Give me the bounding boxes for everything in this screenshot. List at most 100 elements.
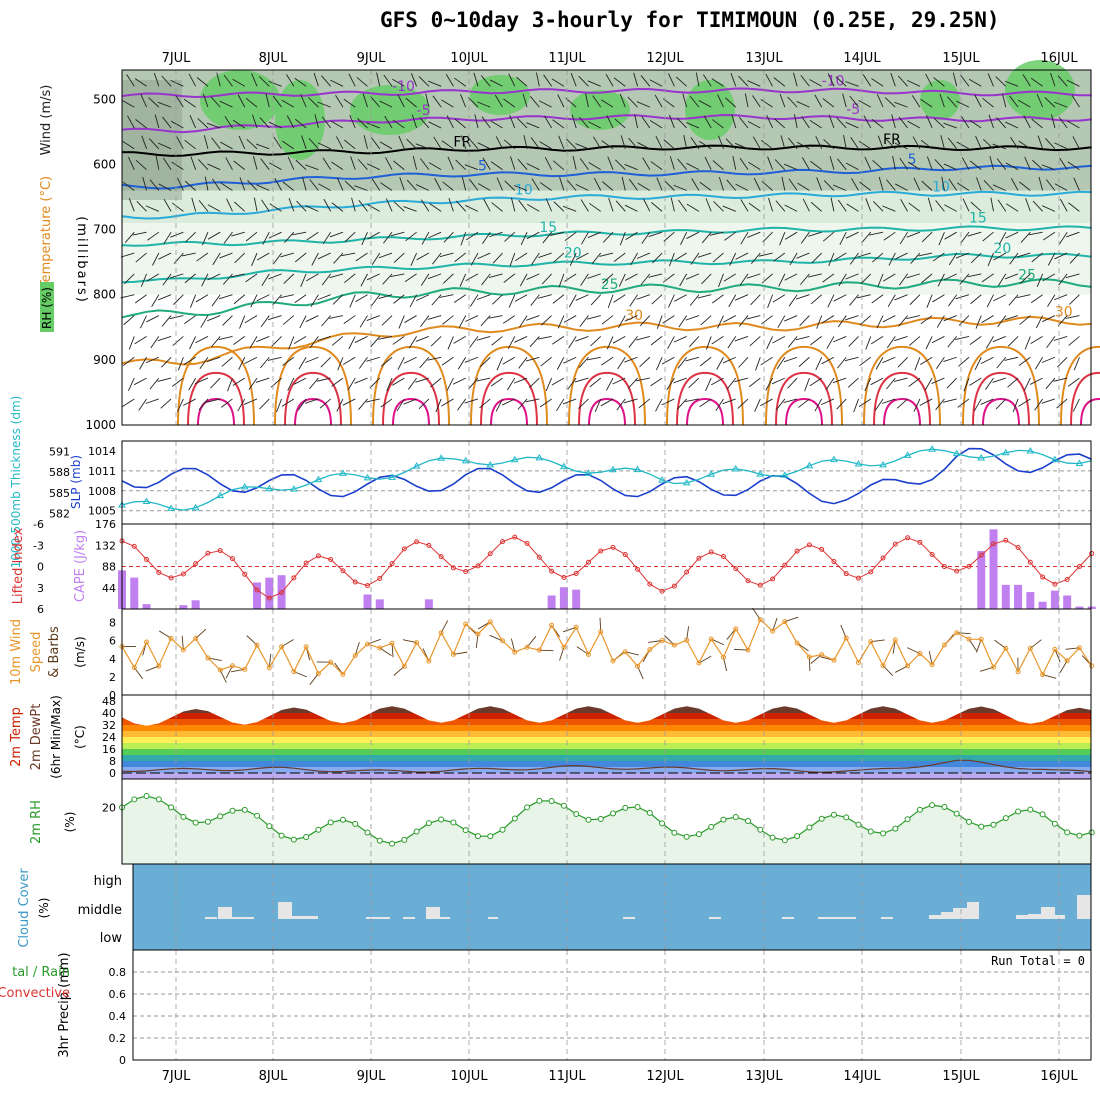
hot-isotherm-arch — [294, 397, 332, 426]
wind-barb — [943, 398, 957, 403]
wind-barb — [530, 294, 540, 307]
wind-barb — [670, 197, 675, 212]
wind-barb — [795, 335, 810, 341]
wind-barb — [301, 135, 307, 149]
lifted-tick-label: 0 — [37, 561, 44, 574]
wind-barb — [441, 99, 454, 108]
wind-barb — [177, 357, 184, 371]
wind-barb — [321, 315, 332, 327]
wind-barb — [194, 377, 209, 384]
temp-band — [122, 737, 1091, 743]
wind-barb — [392, 78, 405, 87]
wind-barb — [249, 336, 258, 349]
cloud-middle-bar — [1055, 915, 1065, 919]
wind-barb — [122, 398, 135, 407]
cloud-middle-bar — [709, 917, 721, 919]
wind-barb — [429, 203, 442, 212]
wind-barb — [820, 398, 835, 406]
hot-isotherm-arch — [588, 397, 626, 426]
wind10-marker — [659, 637, 665, 643]
wind-barb — [202, 232, 209, 246]
wind10-marker — [561, 644, 567, 650]
wind-barb — [237, 94, 246, 108]
wind-barb — [404, 315, 417, 323]
wind-barb — [477, 101, 491, 108]
wind-barb — [145, 205, 160, 212]
wind-barb — [1036, 273, 1044, 287]
wind-barb — [157, 335, 172, 342]
wind-barb — [895, 183, 908, 191]
wind-barb — [337, 357, 344, 371]
rh2m-marker — [168, 804, 175, 811]
wind-barb — [859, 181, 872, 191]
wind-barb — [963, 377, 970, 392]
wind-barb — [830, 197, 835, 212]
temp-band — [122, 719, 1091, 725]
rh2m-marker — [511, 815, 518, 822]
rh2m-marker — [192, 819, 199, 826]
wind-barb — [320, 356, 331, 368]
wind-barb — [639, 315, 651, 327]
wind-barb — [280, 252, 294, 258]
wind-barb — [432, 95, 442, 108]
day-label-top: 9JUL — [357, 51, 387, 66]
wind-barb — [470, 252, 479, 266]
lifted-index-marker — [794, 548, 800, 554]
slp-line — [121, 447, 1093, 505]
pressure-tick-label: 600 — [93, 157, 116, 171]
wind-barb — [685, 398, 700, 403]
wind-barb — [641, 231, 651, 244]
wind10-marker — [389, 640, 395, 646]
wind-barb — [479, 356, 491, 368]
hot-isotherm-arch — [785, 397, 823, 426]
wind10-marker — [463, 621, 469, 627]
wind10-tick-label: 8 — [109, 617, 116, 630]
rh2m-marker — [843, 814, 850, 821]
wind-barb — [911, 95, 921, 108]
wind-barb — [120, 294, 135, 299]
wind-barb — [335, 95, 344, 108]
lifted-index-marker — [217, 548, 223, 554]
wind-barb — [124, 231, 135, 244]
wind-barb — [920, 98, 933, 108]
isotherm-label: 25 — [601, 277, 619, 293]
wind-barb — [268, 80, 282, 87]
wind-barb — [455, 159, 467, 170]
wind-barb — [1067, 161, 1080, 171]
wind-barb — [1008, 294, 1019, 306]
wind-barb — [882, 356, 896, 364]
wind-barb — [260, 315, 270, 328]
wind-barb — [207, 315, 221, 322]
precip-total-rain-label: tal / Rain — [12, 965, 70, 980]
wind-barb — [331, 377, 344, 387]
cloud-middle-bar — [881, 917, 893, 919]
wind-barb — [121, 99, 135, 108]
wind10-marker — [1040, 672, 1046, 678]
thickness-marker — [756, 470, 765, 477]
wind-barb — [157, 377, 172, 382]
wind-barb — [273, 136, 282, 150]
wind-barb — [221, 356, 233, 367]
wind-barb — [767, 294, 773, 308]
wind-barb — [568, 294, 577, 308]
wind-barb — [1023, 377, 1031, 391]
wind-barb — [442, 273, 454, 284]
cape-bar — [375, 599, 384, 609]
wind-barb — [258, 76, 270, 87]
wind-barb — [184, 273, 196, 284]
wind-barb — [253, 197, 258, 212]
wind-barb — [170, 79, 184, 87]
wind-barb — [848, 336, 859, 347]
wind-barb — [510, 197, 516, 212]
lifted-index-marker — [352, 579, 358, 585]
cloud-middle-bar — [1077, 895, 1091, 919]
wind-barb — [281, 140, 295, 150]
wind-barb — [1053, 377, 1068, 382]
wind-barb — [358, 398, 368, 410]
wind10-marker — [770, 628, 776, 634]
cape-bar — [559, 587, 568, 609]
wind-barb — [618, 273, 626, 287]
wind-barb — [280, 294, 294, 299]
wind-barb — [158, 252, 172, 260]
wind10-tick-label: 6 — [109, 635, 116, 648]
